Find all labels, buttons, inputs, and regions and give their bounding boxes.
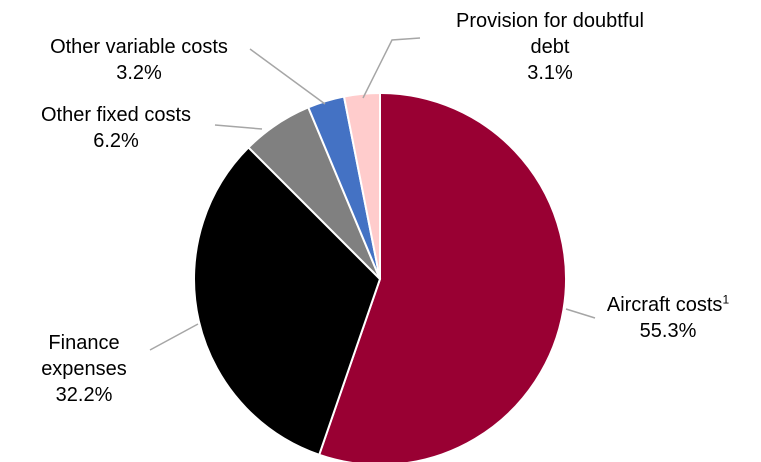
- label-other-fixed-costs-value: 6.2%: [93, 130, 139, 152]
- label-finance-expenses-line2: expenses: [41, 358, 127, 380]
- label-provision-line1: Provision for doubtful: [456, 10, 644, 32]
- label-provision-value: 3.1%: [527, 62, 573, 84]
- pie-slice-provision-for-doubtful-debt: [342, 91, 381, 280]
- leader-line-other-fixed-costs: [214, 124, 263, 130]
- leader-lines: [149, 37, 596, 351]
- pie-slices: [193, 91, 567, 462]
- label-other-variable-costs: Other variable costs 3.2%: [4, 34, 274, 86]
- label-other-fixed-costs: Other fixed costs 6.2%: [6, 102, 226, 154]
- label-aircraft-costs-value: 55.3%: [639, 320, 697, 342]
- label-other-fixed-costs-name: Other fixed costs: [40, 104, 192, 126]
- label-finance-expenses: Finance expenses 32.2%: [14, 330, 154, 408]
- leader-line-aircraft-costs: [565, 308, 596, 319]
- label-aircraft-costs-name: Aircraft costs: [606, 294, 723, 316]
- label-aircraft-costs-superscript: 1: [722, 292, 730, 307]
- pie-slice-finance-expenses: [193, 146, 382, 457]
- label-other-variable-costs-value: 3.2%: [116, 62, 162, 84]
- leader-line-provision-for-doubtful-debt: [362, 37, 421, 99]
- label-aircraft-costs: Aircraft costs1 55.3%: [588, 292, 748, 344]
- label-finance-expenses-value: 32.2%: [55, 384, 113, 406]
- leader-line-other-variable-costs: [249, 48, 326, 105]
- label-provision-line2: debt: [530, 36, 570, 58]
- leader-line-finance-expenses: [149, 323, 199, 351]
- label-other-variable-costs-name: Other variable costs: [50, 36, 228, 58]
- label-provision-doubtful-debt: Provision for doubtful debt 3.1%: [420, 8, 680, 86]
- label-finance-expenses-line1: Finance: [48, 332, 120, 354]
